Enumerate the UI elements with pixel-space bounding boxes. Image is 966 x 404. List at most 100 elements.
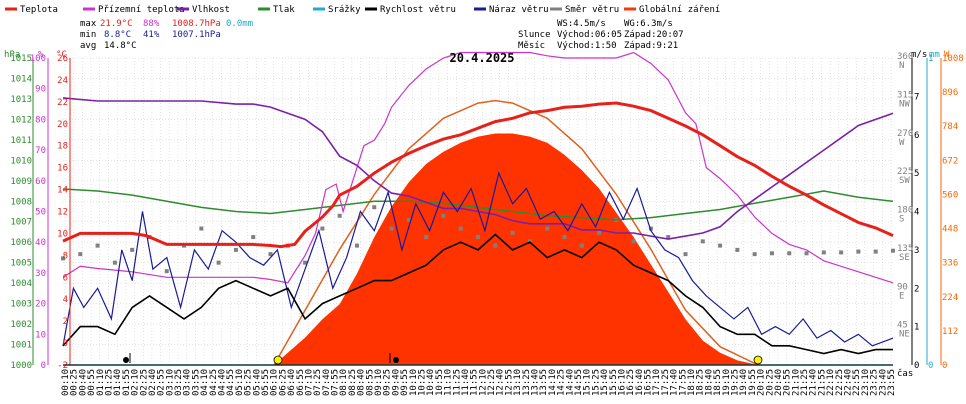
legend-label-0: Teplota: [20, 5, 58, 15]
tick-rain_mm-1: 1: [928, 54, 933, 64]
x-tick-57: 14:25: [557, 369, 567, 396]
x-tick-74: 18:40: [704, 369, 714, 396]
x-tick-24: 06:10: [270, 369, 280, 396]
dir-point-15: [320, 226, 325, 231]
tick-temperature_c-3: 4: [63, 295, 68, 305]
x-tick-16: 04:10: [200, 369, 210, 396]
x-tick-90: 22:40: [844, 369, 854, 396]
x-tick-20: 05:10: [235, 369, 245, 396]
tick-temperature_c-13: 24: [57, 76, 68, 86]
series-ground-temp: [62, 51, 894, 284]
tick-pressure_hpa-4: 1004: [10, 279, 32, 289]
x-tick-38: 09:40: [391, 369, 401, 396]
stat-max-rain: 0.0mm: [226, 19, 253, 29]
x-tick-87: 21:55: [817, 369, 827, 396]
tick-dir-deg-0: 45: [897, 321, 908, 331]
tick-wind_ms-4: 4: [914, 208, 919, 218]
tick-wind_ms-0: 0: [914, 361, 919, 371]
x-tick-22: 05:40: [252, 369, 262, 396]
x-tick-50: 12:40: [496, 369, 506, 396]
sun-set: Západ:20:07: [624, 30, 684, 40]
tick-pressure_hpa-0: 1000: [10, 361, 32, 371]
legend-label-4: Srážky: [328, 5, 361, 15]
tick-humidity_pct-9: 90: [35, 85, 46, 95]
tick-dir-deg-7: 360: [897, 52, 913, 62]
dir-point-44: [821, 250, 826, 255]
tick-temperature_c-8: 14: [57, 186, 68, 196]
dir-point-28: [545, 226, 550, 231]
x-tick-33: 08:25: [348, 369, 358, 396]
x-tick-11: 02:55: [157, 369, 167, 396]
tick-humidity_pct-4: 40: [35, 238, 46, 248]
x-tick-45: 11:25: [452, 369, 462, 396]
tick-dir-label-5: W: [899, 138, 905, 148]
dir-point-9: [216, 260, 221, 265]
dir-point-2: [95, 243, 100, 248]
x-tick-4: 01:10: [96, 369, 106, 396]
x-tick-26: 06:40: [287, 369, 297, 396]
tick-humidity_pct-8: 80: [35, 115, 46, 125]
dir-point-33: [631, 239, 636, 244]
wind-ws: WS:4.5m/s: [557, 19, 606, 29]
tick-solar_w-5: 560: [942, 190, 958, 200]
x-tick-83: 20:55: [783, 369, 793, 396]
x-tick-13: 03:25: [174, 369, 184, 396]
x-tick-14: 03:40: [183, 369, 193, 396]
series-gust: [62, 171, 894, 347]
dir-point-42: [787, 251, 792, 256]
dir-point-4: [130, 247, 135, 252]
x-tick-15: 03:55: [191, 369, 201, 396]
tick-temperature_c-0: -2: [57, 361, 68, 371]
series-wind-speed: [62, 233, 893, 355]
x-tick-53: 13:25: [522, 369, 532, 396]
dir-point-26: [510, 230, 515, 235]
unit-cas: čas: [897, 368, 913, 379]
tick-temperature_c-6: 10: [57, 229, 68, 239]
x-tick-41: 10:25: [417, 369, 427, 396]
tick-wind_ms-7: 7: [914, 92, 919, 102]
legend-label-6: Náraz větru: [489, 5, 549, 15]
x-tick-29: 07:25: [313, 369, 323, 396]
x-tick-1: 00:25: [70, 369, 80, 396]
dir-point-8: [199, 226, 204, 231]
stat-max-temp: 21.9°C: [100, 19, 133, 29]
x-tick-37: 09:25: [383, 369, 393, 396]
dir-point-21: [424, 235, 429, 240]
x-tick-28: 07:10: [304, 369, 314, 396]
dir-point-12: [268, 252, 273, 257]
x-tick-67: 16:55: [644, 369, 654, 396]
legend: Teplota Přízemní teplota Vlhkost Tlak Srážky…: [5, 5, 720, 15]
tick-dir-deg-5: 270: [897, 129, 913, 139]
x-tick-59: 14:55: [574, 369, 584, 396]
stat-max-hum: 88%: [143, 19, 160, 29]
legend-label-8: Globální záření: [639, 5, 720, 15]
dir-point-29: [562, 235, 567, 240]
series-humidity: [62, 97, 894, 240]
chart-title: 20.4.2025: [449, 51, 514, 65]
x-tick-94: 23:40: [878, 369, 888, 396]
x-tick-3: 00:55: [87, 369, 97, 396]
x-tick-62: 15:40: [600, 369, 610, 396]
x-tick-17: 04:25: [209, 369, 219, 396]
x-tick-82: 20:40: [774, 369, 784, 396]
tick-solar_w-8: 896: [942, 88, 958, 98]
unit-ms: m/s: [911, 50, 927, 60]
moonset-marker: [393, 357, 399, 363]
x-tick-70: 17:40: [670, 369, 680, 396]
dir-point-6: [164, 269, 169, 274]
tick-temperature_c-14: 26: [57, 54, 68, 64]
tick-rain_mm-0: 0: [928, 361, 933, 371]
dir-point-30: [579, 243, 584, 248]
dir-point-39: [735, 247, 740, 252]
stat-avg-temp: 14.8°C: [104, 41, 137, 51]
tick-temperature_c-10: 18: [57, 142, 68, 152]
tick-pressure_hpa-9: 1009: [10, 177, 32, 187]
series-pressure: [62, 188, 894, 221]
dir-point-18: [372, 205, 377, 210]
tick-wind_ms-3: 3: [914, 246, 919, 256]
stat-avg-label: avg: [80, 41, 96, 51]
series-temperature: [62, 101, 894, 249]
dir-point-20: [406, 218, 411, 223]
dir-point-31: [597, 230, 602, 235]
